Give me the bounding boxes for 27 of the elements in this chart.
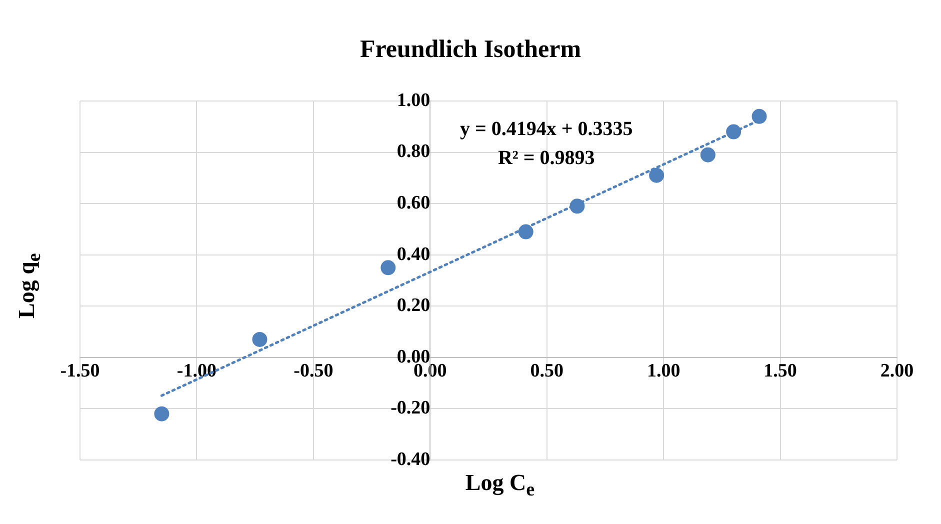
point — [649, 168, 664, 183]
x-tick-label: -1.50 — [60, 360, 100, 382]
point — [518, 224, 534, 240]
y-tick-label: 0.60 — [396, 192, 430, 214]
y-tick-label: 0.40 — [396, 244, 430, 265]
y-tick-label: -0.20 — [390, 398, 430, 419]
y-tick-label: 0.20 — [396, 295, 430, 316]
point — [752, 108, 767, 124]
point — [380, 260, 396, 276]
y-tick-label: 1.00 — [396, 90, 430, 111]
chart-title: Freundlich Isotherm — [358, 36, 582, 64]
x-tick-label: -0.50 — [294, 360, 334, 382]
x-axis-title: Log C$_{e}$ — [464, 470, 536, 502]
point — [252, 332, 268, 347]
x-tick-label: 1.50 — [764, 360, 797, 382]
annotation: y = 0.4194x + 0.3335 — [460, 118, 633, 140]
x-tick-label: 0.50 — [530, 360, 564, 382]
point — [700, 147, 716, 162]
x-tick-label: 1.00 — [646, 360, 680, 382]
point — [570, 198, 585, 214]
x-tick-label: -1.00 — [176, 360, 217, 382]
annotation: R² = 0.9893 — [498, 147, 595, 169]
y-tick-label: 0.80 — [396, 141, 430, 162]
point — [726, 124, 742, 140]
y-tick-label: -0.40 — [390, 448, 430, 470]
point — [154, 406, 170, 422]
x-tick-label: 2.00 — [880, 360, 914, 382]
